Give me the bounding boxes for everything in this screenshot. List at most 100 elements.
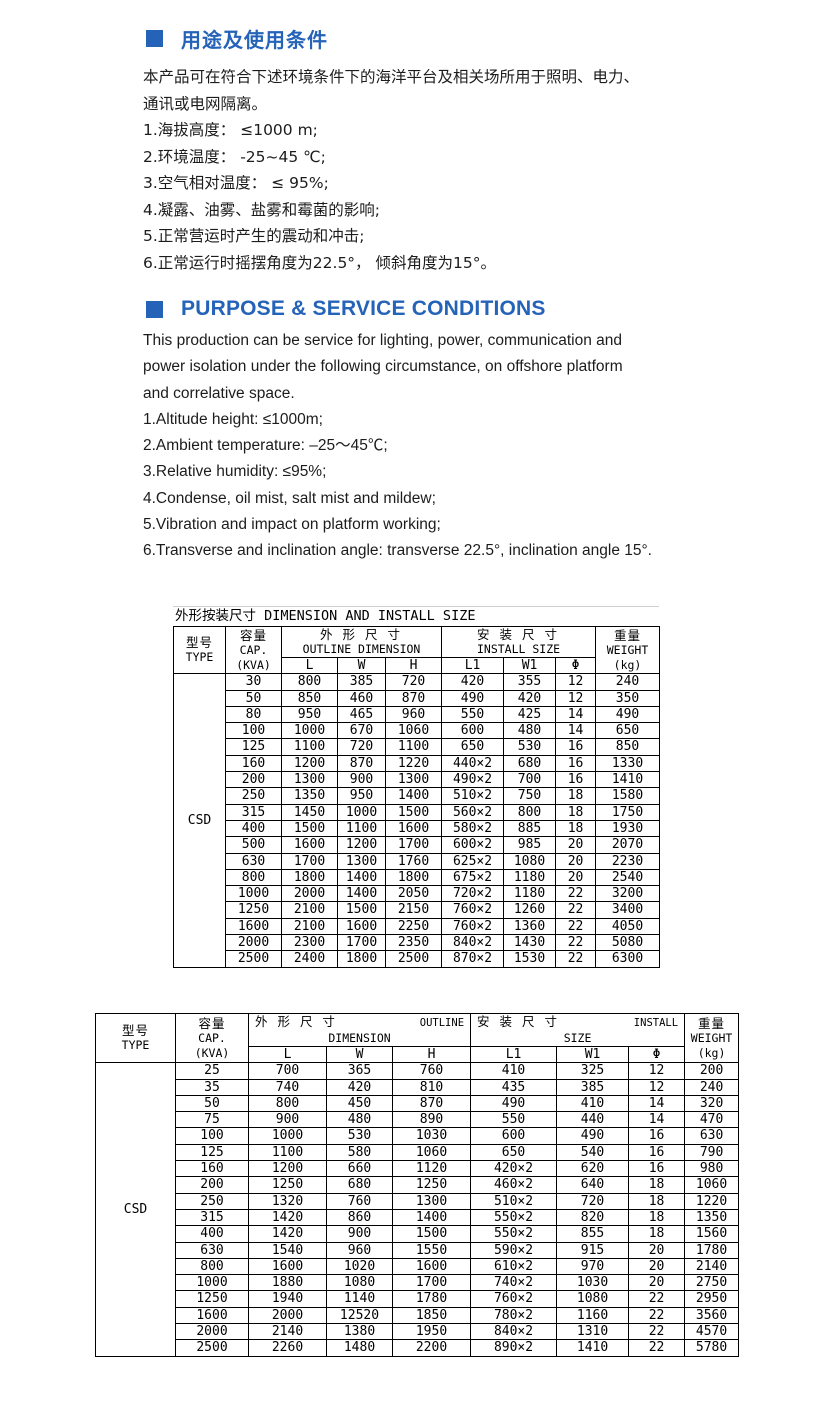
cell-phi: 16 — [628, 1143, 686, 1162]
cell-capacity: 400 — [175, 1225, 249, 1243]
header-capacity-en: CAP. — [239, 642, 268, 657]
cell-weight: 1350 — [684, 1208, 740, 1227]
table-row: 1250 2100 1500 2150 760×2 1260 22 3400 — [174, 901, 661, 919]
header-install-cn: 安 装 尺 寸 — [477, 627, 560, 642]
cell-phi: 18 — [628, 1192, 686, 1210]
cell-phi: 18 — [628, 1176, 686, 1194]
cell-capacity: 315 — [225, 803, 282, 821]
header-weight: 重量 WEIGHT (kg) — [595, 625, 661, 675]
cell-capacity: 630 — [175, 1241, 249, 1259]
cell-H: 720 — [384, 673, 443, 691]
cell-L1: 420 — [441, 673, 505, 691]
cell-H: 2150 — [384, 901, 443, 919]
cell-phi: 22 — [628, 1290, 686, 1308]
cell-W1: 800 — [503, 803, 557, 821]
cell-phi: 12 — [628, 1062, 686, 1080]
cell-L1: 510×2 — [441, 787, 505, 805]
cell-L: 700 — [248, 1062, 327, 1080]
cell-W: 450 — [326, 1094, 393, 1113]
cell-weight: 3400 — [595, 901, 661, 919]
header-install-en-center: SIZE — [563, 1031, 592, 1045]
cell-L: 1420 — [248, 1208, 327, 1227]
cell-weight: 1330 — [595, 754, 661, 773]
header-install-en: INSTALL SIZE — [476, 642, 561, 656]
cell-L1: 550×2 — [470, 1225, 558, 1243]
subheader-L1: L1 — [441, 656, 505, 675]
cell-L1: 760×2 — [441, 917, 505, 936]
cell-L: 2140 — [248, 1323, 327, 1341]
section-title-chinese: 用途及使用条件 — [181, 28, 328, 52]
header-type: 型号 TYPE — [95, 1012, 176, 1064]
header-install-cn: 安 装 尺 寸 — [477, 1014, 560, 1029]
cell-W1: 1410 — [556, 1339, 630, 1357]
table-row: 1000 2000 1400 2050 720×2 1180 22 3200 — [174, 885, 661, 903]
cell-L1: 490 — [441, 689, 505, 707]
cell-W1: 1080 — [556, 1290, 630, 1308]
table-1-wrapper: 外形按装尺寸 DIMENSION AND INSTALL SIZE 型号 TYP… — [173, 606, 661, 968]
cell-H: 1700 — [391, 1274, 472, 1292]
subheader-W1: W1 — [556, 1045, 630, 1064]
cell-L1: 675×2 — [441, 868, 505, 887]
header-capacity-cn: 容量 — [239, 627, 267, 643]
cell-weight: 6300 — [595, 950, 661, 968]
cell-W1: 750 — [503, 787, 557, 805]
cell-L1: 780×2 — [470, 1306, 558, 1325]
subheader-W: W — [337, 656, 386, 675]
cell-L1: 550×2 — [470, 1208, 558, 1227]
cell-W: 1500 — [337, 901, 386, 919]
cell-W1: 970 — [556, 1257, 630, 1276]
cell-weight: 350 — [595, 689, 661, 707]
cell-W1: 855 — [556, 1225, 630, 1243]
cell-W: 420 — [326, 1078, 393, 1096]
section-heading-chinese: 用途及使用条件 — [146, 24, 328, 53]
cell-capacity: 50 — [225, 689, 282, 707]
subheader-H: H — [391, 1045, 472, 1064]
cell-phi: 20 — [628, 1274, 686, 1292]
cell-W: 680 — [326, 1176, 393, 1194]
cell-W: 1380 — [326, 1323, 393, 1341]
header-capacity-cn: 容量 — [198, 1015, 226, 1031]
cell-weight: 650 — [595, 722, 661, 740]
cell-W1: 355 — [503, 673, 557, 691]
cell-capacity: 160 — [175, 1160, 249, 1178]
cell-L1: 870×2 — [441, 950, 505, 968]
header-capacity-unit: (KVA) — [236, 657, 271, 672]
cell-L1: 510×2 — [470, 1192, 558, 1210]
cell-W: 1300 — [337, 852, 386, 870]
cell-weight: 2070 — [595, 836, 661, 854]
header-weight-en: WEIGHT — [690, 1030, 733, 1045]
cell-capacity: 2000 — [225, 934, 282, 952]
paragraph-line: This production can be service for light… — [143, 332, 623, 349]
cell-L: 1300 — [281, 771, 338, 789]
cell-W1: 1260 — [503, 901, 557, 919]
cell-L: 1600 — [248, 1257, 327, 1276]
cell-H: 1030 — [391, 1127, 472, 1145]
cell-L: 900 — [248, 1111, 327, 1129]
cell-H: 1780 — [391, 1290, 472, 1308]
cell-phi: 14 — [628, 1111, 686, 1129]
header-weight: 重量 WEIGHT (kg) — [684, 1012, 740, 1064]
header-outline-en-right: OUTLINE — [419, 1017, 465, 1029]
cell-phi: 18 — [628, 1208, 686, 1227]
subheader-W: W — [326, 1045, 393, 1064]
cell-L: 740 — [248, 1078, 327, 1096]
table-row: 35 740 420 810 435 385 12 240 — [96, 1078, 740, 1096]
cell-H: 1500 — [391, 1225, 472, 1243]
cell-H: 1950 — [391, 1323, 472, 1341]
header-type-cn: 型号 — [185, 635, 213, 651]
subheader-L: L — [281, 656, 338, 675]
cell-capacity: 250 — [175, 1192, 249, 1210]
cell-phi: 12 — [555, 673, 597, 691]
cell-W1: 1160 — [556, 1306, 630, 1325]
cell-capacity: 30 — [225, 673, 282, 691]
header-install-size: 安 装 尺 寸 INSTALL SIZE — [441, 626, 597, 658]
table-row: 2000 2140 1380 1950 840×2 1310 22 4570 — [96, 1323, 740, 1341]
cell-L1: 740×2 — [470, 1274, 558, 1292]
header-type-cn: 型号 — [121, 1023, 149, 1039]
cell-H: 1600 — [391, 1257, 472, 1276]
table-2-wrapper: 型号 TYPE 容量 CAP. (KVA) 外 形 尺 寸 O — [95, 1012, 740, 1357]
cell-L1: 625×2 — [441, 852, 505, 870]
header-outline-cn: 外 形 尺 寸 — [320, 627, 403, 642]
table-1-body: CSD 30 800 385 720 420 355 12 240 50 850 460 870 490 4… — [173, 673, 661, 968]
cell-type: CSD — [95, 1062, 176, 1357]
